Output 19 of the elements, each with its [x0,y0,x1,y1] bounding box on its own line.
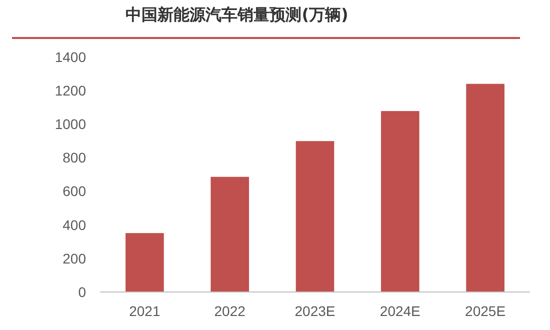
y-tick-label: 800 [62,150,86,166]
y-tick-label: 1200 [54,82,86,98]
bar [210,176,250,292]
bar [466,84,504,292]
x-tick-label: 2024E [380,303,420,319]
y-tick-label: 1400 [54,48,86,65]
y-tick-label: 600 [62,183,86,200]
y-tick-label: 0 [78,284,86,300]
chart-title: 中国新能源汽车销量预测(万辆) [126,5,348,24]
x-tick-label: 2025E [465,303,506,319]
x-tick-label: 2023E [294,303,336,319]
y-tick-label: 1000 [54,116,86,132]
bar [126,233,164,292]
x-tick-label: 2022 [214,303,246,319]
y-tick-label: 200 [62,250,86,266]
bar [296,141,334,292]
x-tick-label: 2021 [129,303,160,319]
bar [380,111,420,292]
y-tick-label: 400 [62,216,86,233]
